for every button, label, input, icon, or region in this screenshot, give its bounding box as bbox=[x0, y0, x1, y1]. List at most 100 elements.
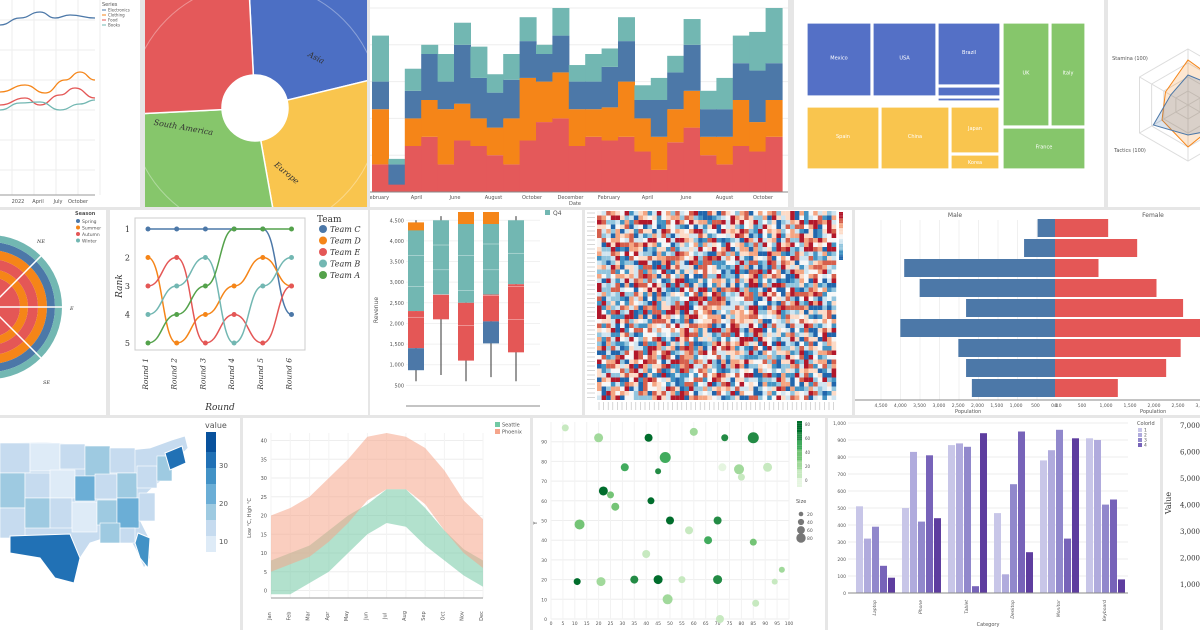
heat-cell bbox=[620, 274, 625, 279]
bar bbox=[964, 446, 971, 593]
radar-series bbox=[1152, 74, 1200, 136]
heat-cell bbox=[597, 274, 602, 279]
heat-cell bbox=[702, 314, 708, 319]
heat-cell bbox=[633, 278, 639, 283]
heat-cell bbox=[762, 283, 768, 288]
heat-cell bbox=[776, 224, 781, 229]
heat-cell bbox=[753, 305, 758, 310]
legend-label: Food bbox=[108, 18, 118, 23]
heat-cell bbox=[652, 341, 657, 346]
heat-cell bbox=[808, 211, 814, 216]
heat-cell bbox=[647, 296, 653, 301]
heat-cell bbox=[597, 233, 602, 238]
heat-cell bbox=[638, 260, 643, 265]
bar-segment bbox=[683, 44, 701, 91]
heat-cell bbox=[781, 292, 786, 297]
heat-cell bbox=[647, 256, 653, 261]
heat-cell bbox=[822, 251, 827, 256]
legend-label: Team A bbox=[330, 271, 360, 280]
heat-cell bbox=[794, 364, 800, 369]
heat-cell bbox=[684, 337, 689, 342]
heat-cell bbox=[799, 296, 804, 301]
heat-cell bbox=[702, 386, 708, 391]
heat-cell bbox=[610, 332, 616, 337]
heat-cell bbox=[707, 350, 712, 355]
heat-cell bbox=[702, 220, 708, 225]
bar-segment bbox=[372, 35, 389, 82]
heat-cell bbox=[698, 301, 703, 306]
heat-cell bbox=[610, 296, 616, 301]
heat-cell bbox=[679, 337, 685, 342]
heat-cell bbox=[693, 314, 699, 319]
heat-cell bbox=[606, 386, 611, 391]
heat-cell bbox=[758, 359, 763, 364]
heat-cell bbox=[813, 269, 818, 274]
heat-cell bbox=[808, 260, 814, 265]
heat-cell bbox=[758, 211, 763, 216]
bubble bbox=[737, 473, 745, 481]
heat-cell bbox=[601, 368, 607, 373]
heat-cell bbox=[638, 332, 643, 337]
colorbar-cell bbox=[206, 504, 216, 508]
heat-cell bbox=[771, 215, 777, 220]
heat-cell bbox=[684, 215, 689, 220]
heat-cell bbox=[652, 233, 657, 238]
colorbar-cell bbox=[797, 480, 802, 483]
heat-cell bbox=[652, 310, 657, 315]
bar-segment bbox=[749, 151, 767, 192]
heat-cell bbox=[633, 386, 639, 391]
heat-cell bbox=[679, 395, 685, 400]
heat-cell bbox=[702, 215, 708, 220]
heat-cell bbox=[684, 211, 689, 216]
heat-cell bbox=[702, 346, 708, 351]
heat-cell bbox=[707, 328, 712, 333]
bar-segment bbox=[601, 48, 619, 67]
heat-cell bbox=[684, 224, 689, 229]
panel-bubble: 0 10 20 30 40 50 60 70 80 90 0 5 10 15 20 25 30 35 40 45 50 5… bbox=[533, 418, 825, 630]
heat-cell bbox=[785, 328, 791, 333]
heat-cell bbox=[827, 395, 832, 400]
heat-cell bbox=[601, 314, 607, 319]
heat-cell bbox=[707, 220, 712, 225]
heat-cell bbox=[721, 305, 726, 310]
heat-cell bbox=[721, 242, 726, 247]
male-bar bbox=[1037, 219, 1055, 237]
radial-ring bbox=[0, 250, 47, 364]
heat-cell bbox=[684, 364, 689, 369]
heat-cell bbox=[661, 391, 666, 396]
heat-cell bbox=[601, 323, 607, 328]
heat-cell bbox=[647, 337, 653, 342]
colorbar-cell bbox=[839, 232, 843, 235]
heat-cell bbox=[771, 256, 777, 261]
bar-segment bbox=[503, 164, 521, 192]
heat-cell bbox=[652, 224, 657, 229]
heat-cell bbox=[735, 256, 740, 261]
heat-cell bbox=[739, 310, 745, 315]
bubble bbox=[713, 575, 723, 585]
heat-cell bbox=[675, 328, 680, 333]
heat-cell bbox=[601, 251, 607, 256]
heat-cell bbox=[597, 337, 602, 342]
heat-cell bbox=[670, 301, 676, 306]
heat-cell bbox=[597, 229, 602, 234]
heat-cell bbox=[689, 238, 694, 243]
bubble bbox=[763, 462, 773, 472]
tile-label: USA bbox=[899, 56, 910, 62]
heat-cell bbox=[831, 296, 837, 301]
heat-cell bbox=[725, 220, 731, 225]
bar-segment bbox=[552, 72, 570, 119]
heat-cell bbox=[661, 386, 666, 391]
heat-cell bbox=[698, 346, 703, 351]
colorbar-cell bbox=[206, 492, 216, 496]
heat-cell bbox=[615, 283, 620, 288]
heat-cell bbox=[748, 341, 754, 346]
y-tick-label: 4,500 bbox=[390, 218, 404, 224]
heat-cell bbox=[730, 265, 735, 270]
heat-cell bbox=[693, 355, 699, 360]
y-tick-label: 35 bbox=[261, 457, 267, 463]
heat-cell bbox=[776, 332, 781, 337]
heat-cell bbox=[748, 386, 754, 391]
y-tick-label: 1,000 bbox=[1180, 581, 1200, 589]
heat-cell bbox=[762, 269, 768, 274]
box-middle bbox=[408, 311, 424, 349]
